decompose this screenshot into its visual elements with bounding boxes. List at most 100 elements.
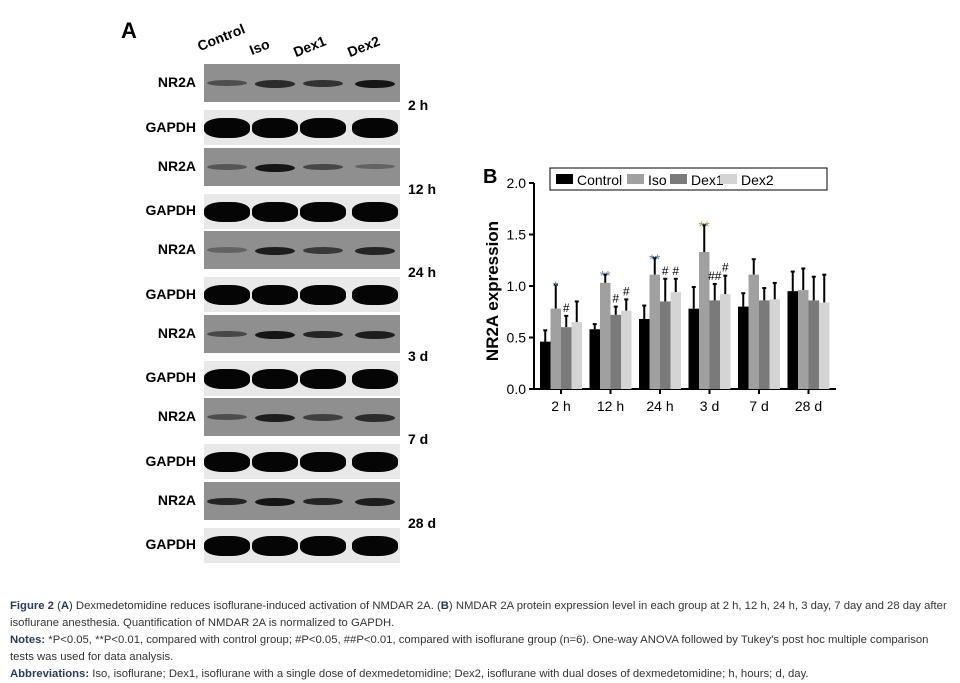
significance-marker: # [612,292,619,306]
nr2a-band [207,414,247,421]
caption-text: ) Dexmedetomidine reduces isoflurane-ind… [69,600,441,612]
x-tick-label: 7 d [749,398,768,414]
timepoint-label: 2 h [408,97,429,113]
nr2a-blot-label: NR2A [157,491,196,508]
timepoint-label: 28 d [408,514,437,531]
gapdh-band [352,285,398,305]
y-axis-label: NR2A expression [483,221,502,361]
gapdh-blot-label: GAPDH [145,285,196,302]
gapdh-band [204,118,250,138]
bar-dex2 [720,294,731,389]
x-tick-label: 12 h [597,398,624,414]
abbreviations-label: Abbreviations: [10,668,90,680]
bar-dex1 [610,314,621,389]
nr2a-band [207,163,247,170]
nr2a-blot-label: NR2A [157,241,196,257]
bar-iso [600,282,611,389]
nr2a-band [207,247,247,253]
nr2a-band [207,497,247,506]
bar-dex2 [670,292,681,389]
panel-b-label: B [483,166,497,188]
x-tick-label: 24 h [646,398,673,414]
x-tick-label: 2 h [551,398,570,414]
lane-header: Iso [247,35,272,58]
y-tick-label: 1.0 [507,278,527,294]
caption-ref-b: B [440,600,449,612]
nr2a-blot [204,398,400,436]
legend-label: Control [577,172,622,188]
gapdh-blot-label: GAPDH [145,452,196,469]
bar-control [787,291,798,389]
panel-a-label: A [121,18,137,43]
significance-marker: ** [649,251,660,267]
lane-header: Dex2 [345,32,383,60]
nr2a-band [255,497,295,506]
timepoint-label: 12 h [408,180,437,197]
y-tick-label: 0.0 [507,381,527,397]
gapdh-band [300,285,346,305]
significance-marker: * [553,278,559,294]
significance-marker: ** [600,268,611,284]
nr2a-band [255,80,295,88]
nr2a-blot-label: NR2A [157,408,196,424]
significance-marker: ** [699,218,710,234]
nr2a-blot-label: NR2A [157,74,196,90]
gapdh-band [352,118,398,138]
y-tick-label: 1.5 [507,227,527,243]
nr2a-band [255,247,295,255]
gapdh-band [352,535,398,556]
bar-dex2 [621,310,632,389]
gapdh-blot-label: GAPDH [145,536,196,552]
bar-dex1 [709,300,720,389]
bar-dex1 [561,327,572,389]
nr2a-band [355,247,395,255]
significance-marker: # [662,264,669,278]
nr2a-band [355,80,395,89]
significance-marker: # [722,261,729,275]
legend-swatch [670,174,687,184]
gapdh-band [300,535,346,556]
gapdh-band [252,201,298,222]
notes-text: *P<0.05, **P<0.01, compared with control… [10,634,929,663]
bar-control [639,318,650,389]
gapdh-band [352,368,398,389]
lane-header: Control [195,20,248,54]
significance-marker: ## [708,269,722,283]
nr2a-band [303,330,343,339]
significance-marker: # [672,264,679,278]
lane-header: Dex1 [291,32,329,60]
gapdh-band [252,452,298,472]
gapdh-band [300,118,346,138]
bar-chart: B NR2A expression 0.0 0.5 1.0 1.5 2.0 2 h 12 h… [483,166,836,414]
gapdh-blot [204,193,400,229]
gapdh-blot-label: GAPDH [145,118,196,135]
nr2a-blot [204,314,400,353]
nr2a-band [303,163,343,170]
gapdh-blot [204,360,400,396]
nr2a-band [207,80,247,87]
gapdh-band [252,118,298,138]
legend-label: Dex1 [691,172,724,188]
nr2a-blot [204,481,400,520]
bar-iso [649,274,660,389]
bar-dex2 [769,299,780,389]
notes-label: Notes: [10,634,46,646]
y-tick-label: 0.5 [507,330,527,346]
legend-box [549,167,828,191]
gapdh-band [300,368,346,389]
nr2a-band [355,497,395,506]
nr2a-band [207,330,247,337]
bar-iso [748,274,759,389]
gapdh-band [204,285,250,305]
gapdh-band [252,368,298,389]
legend-swatch [627,174,644,184]
significance-marker: # [563,301,570,315]
bar-dex1 [660,301,671,389]
bar-control [589,329,600,389]
nr2a-blot [204,147,400,186]
abbreviations-text: Iso, isoflurane; Dex1, isoflurane with a… [89,668,809,680]
timepoint-label: 24 h [408,264,437,280]
nr2a-blot-label: NR2A [157,157,196,174]
caption-text: ) NMDAR 2A protein expression level in e… [10,600,947,629]
nr2a-band [255,414,295,422]
